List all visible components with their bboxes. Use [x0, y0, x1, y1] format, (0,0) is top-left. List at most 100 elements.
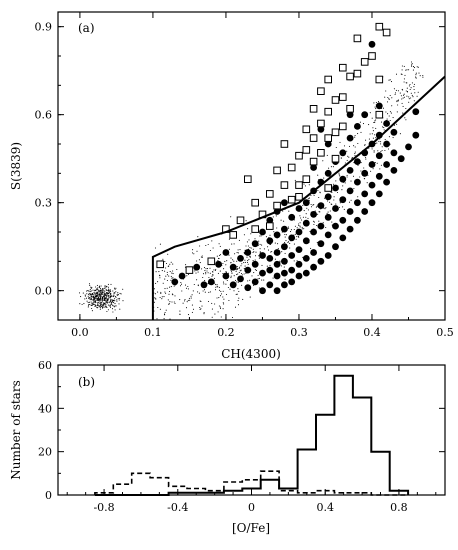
- background-dot: [173, 301, 175, 303]
- background-dot: [168, 303, 170, 305]
- background-dot: [240, 269, 242, 271]
- background-dot: [332, 166, 334, 168]
- background-dot: [201, 255, 203, 257]
- background-dot: [113, 287, 116, 289]
- background-dot: [313, 221, 315, 223]
- background-dot: [205, 244, 207, 247]
- open-square-point: [331, 128, 340, 137]
- filled-circle-point: [324, 231, 332, 239]
- background-dot: [352, 175, 355, 177]
- background-dot: [401, 65, 403, 67]
- background-dot: [87, 306, 89, 308]
- y-tick-label: 60: [38, 359, 52, 372]
- filled-circle-point: [288, 252, 296, 259]
- background-dot: [401, 69, 403, 71]
- filled-circle-point: [339, 149, 347, 157]
- background-dot: [416, 66, 418, 68]
- background-dot: [105, 296, 107, 298]
- x-tick-label: 0.5: [436, 326, 454, 339]
- background-dot: [202, 290, 204, 292]
- background-dot: [233, 275, 235, 277]
- background-dot: [347, 155, 349, 157]
- background-dot: [103, 297, 105, 299]
- background-dot: [377, 101, 380, 103]
- background-dot: [266, 265, 268, 267]
- background-dot: [225, 293, 228, 296]
- background-dot: [90, 296, 92, 298]
- background-dot: [237, 300, 239, 302]
- dashed-histogram: [94, 470, 409, 496]
- open-square-point: [266, 222, 274, 230]
- background-dot: [396, 111, 398, 113]
- background-dot: [405, 82, 407, 84]
- background-dot: [155, 282, 157, 284]
- background-dot: [376, 142, 378, 144]
- background-dot: [224, 260, 226, 262]
- background-dot: [219, 254, 222, 256]
- background-dot: [284, 252, 286, 254]
- background-dot: [94, 301, 97, 303]
- background-dot: [310, 247, 312, 249]
- background-dot: [103, 287, 106, 289]
- panel-a-frame: [57, 11, 446, 321]
- background-dot: [219, 307, 222, 310]
- background-dot: [166, 279, 168, 282]
- background-dot: [179, 285, 182, 287]
- background-dot: [295, 238, 297, 240]
- background-dot: [272, 216, 274, 218]
- filled-circle-point: [346, 134, 354, 142]
- background-dot: [267, 246, 269, 248]
- background-dot: [369, 112, 371, 114]
- filled-circle-point: [281, 225, 288, 233]
- background-dot: [354, 136, 356, 138]
- background-dot: [371, 148, 373, 150]
- background-dot: [237, 288, 239, 290]
- background-dot: [107, 304, 109, 306]
- background-dot: [217, 272, 219, 274]
- background-dot: [327, 211, 329, 213]
- background-dot: [340, 157, 343, 159]
- filled-circle-point: [302, 255, 310, 262]
- background-dot: [297, 235, 300, 237]
- background-dot: [284, 233, 286, 236]
- background-dot: [235, 269, 237, 271]
- background-dot: [169, 301, 171, 303]
- background-dot: [344, 162, 346, 164]
- background-dot: [101, 305, 103, 307]
- background-dot: [238, 271, 240, 274]
- background-dot: [298, 236, 300, 238]
- filled-circle-point: [332, 205, 339, 212]
- background-dot: [252, 251, 254, 254]
- filled-circle-point: [368, 181, 376, 189]
- filled-circle-point: [288, 266, 296, 274]
- background-dot: [154, 297, 156, 299]
- background-dot: [258, 255, 260, 257]
- background-dot: [231, 243, 233, 245]
- filled-circle-point: [390, 128, 398, 136]
- filled-circle-point: [302, 199, 310, 207]
- background-dot: [200, 308, 202, 310]
- background-dot: [168, 275, 170, 277]
- filled-circle-point: [317, 257, 325, 265]
- filled-circle-point: [281, 269, 288, 277]
- background-dot: [388, 79, 390, 81]
- background-dot: [323, 207, 325, 209]
- filled-circle-point: [375, 152, 383, 160]
- filled-circle-point: [332, 243, 339, 251]
- background-dot: [85, 297, 88, 299]
- background-dot: [112, 295, 114, 297]
- panel-a-background-dots: [78, 61, 424, 320]
- open-square-point: [229, 231, 237, 239]
- background-dot: [408, 85, 410, 87]
- background-dot: [211, 240, 213, 242]
- background-dot: [81, 303, 83, 306]
- background-dot: [310, 206, 313, 208]
- background-dot: [374, 162, 376, 164]
- filled-circle-point: [281, 243, 288, 251]
- background-dot: [378, 140, 380, 142]
- background-dot: [108, 302, 110, 304]
- background-dot: [187, 299, 189, 301]
- background-dot: [232, 259, 234, 261]
- background-dot: [105, 295, 107, 297]
- background-dot: [362, 123, 365, 125]
